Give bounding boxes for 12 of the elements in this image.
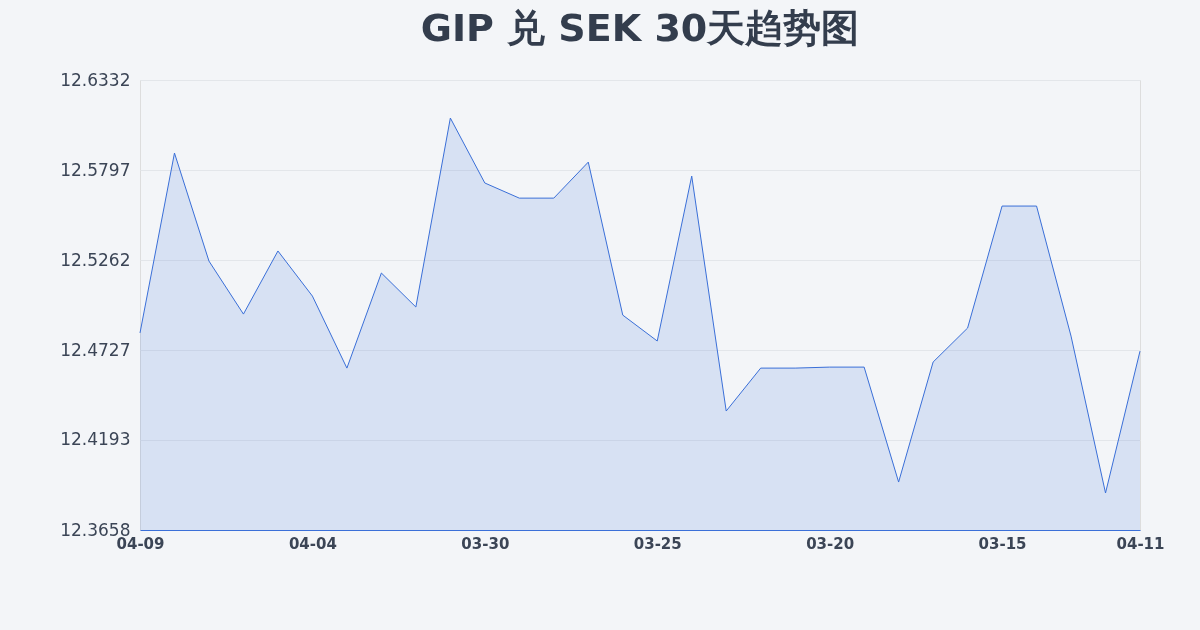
x-tick-label: 03-15 <box>978 534 1027 553</box>
y-tick-label: 12.5262 <box>60 249 131 270</box>
y-tick-label: 12.5797 <box>60 159 131 180</box>
x-tick-label: 04-11 <box>1116 534 1165 553</box>
y-tick-label: 12.4193 <box>60 429 131 450</box>
x-tick-label: 04-04 <box>288 534 337 553</box>
x-tick-label: 03-25 <box>633 534 682 553</box>
chart-title: GIP 兑 SEK 30天趋势图 <box>420 6 860 50</box>
x-tick-label: 03-20 <box>806 534 855 553</box>
y-tick-label: 12.6332 <box>60 69 131 90</box>
y-tick-label: 12.4727 <box>60 339 131 360</box>
x-tick-label: 03-30 <box>461 534 510 553</box>
